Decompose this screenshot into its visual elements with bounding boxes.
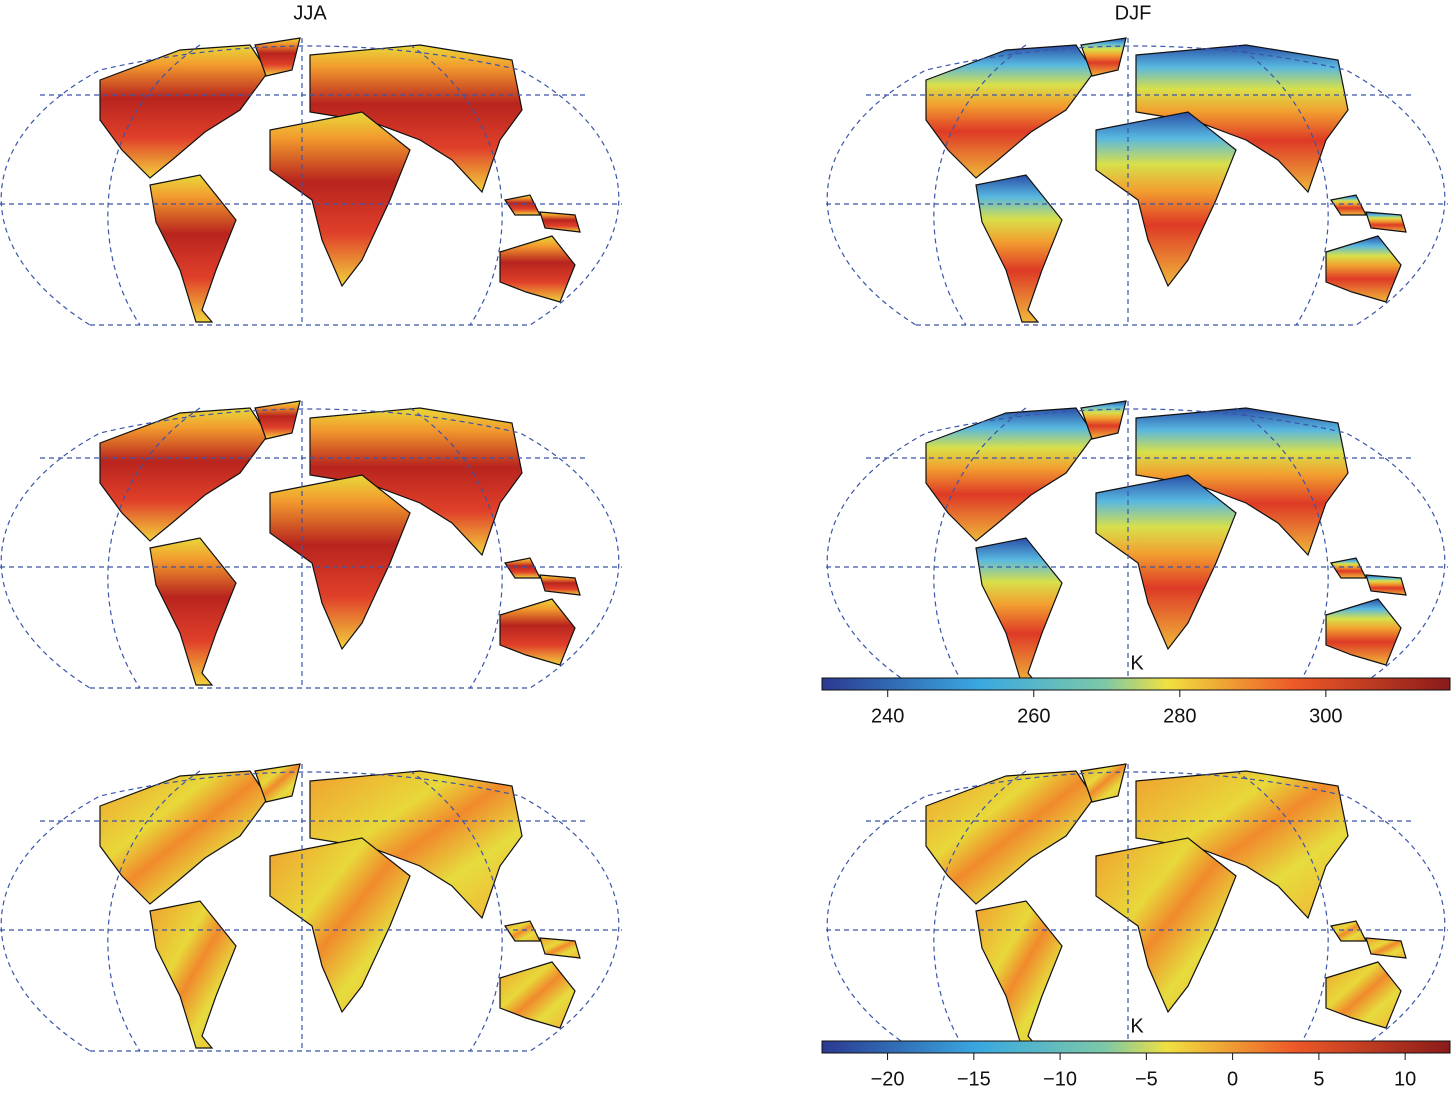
land-field — [99, 400, 581, 686]
tick-label: 10 — [1394, 1068, 1416, 1088]
tick-label: −10 — [1043, 1068, 1077, 1088]
land-field — [99, 763, 581, 1049]
tick-label: −20 — [871, 1068, 905, 1088]
map-panel — [825, 37, 1449, 326]
tick-label: −5 — [1135, 1068, 1158, 1088]
land-field — [925, 400, 1407, 686]
tick-label: 280 — [1163, 705, 1196, 727]
colorbar — [821, 1040, 1451, 1054]
colorbar-label: K — [1130, 652, 1144, 674]
column-title: JJA — [293, 2, 327, 24]
land-field — [925, 763, 1407, 1049]
land-field — [925, 37, 1407, 323]
column-title: DJF — [1115, 2, 1152, 24]
map-panel — [825, 763, 1449, 1052]
land-field — [99, 37, 581, 323]
map-panel — [0, 37, 623, 326]
tick-label: 5 — [1313, 1068, 1324, 1088]
tick-label: 240 — [871, 705, 904, 727]
colorbar-label: K — [1130, 1015, 1144, 1037]
tick-label: 260 — [1017, 705, 1050, 727]
map-panel — [825, 400, 1449, 689]
map-panel — [0, 400, 623, 689]
map-panel — [0, 763, 623, 1052]
tick-label: 300 — [1309, 705, 1342, 727]
tick-label: −15 — [957, 1068, 991, 1088]
colorbar — [821, 677, 1451, 691]
tick-label: 0 — [1227, 1068, 1238, 1088]
